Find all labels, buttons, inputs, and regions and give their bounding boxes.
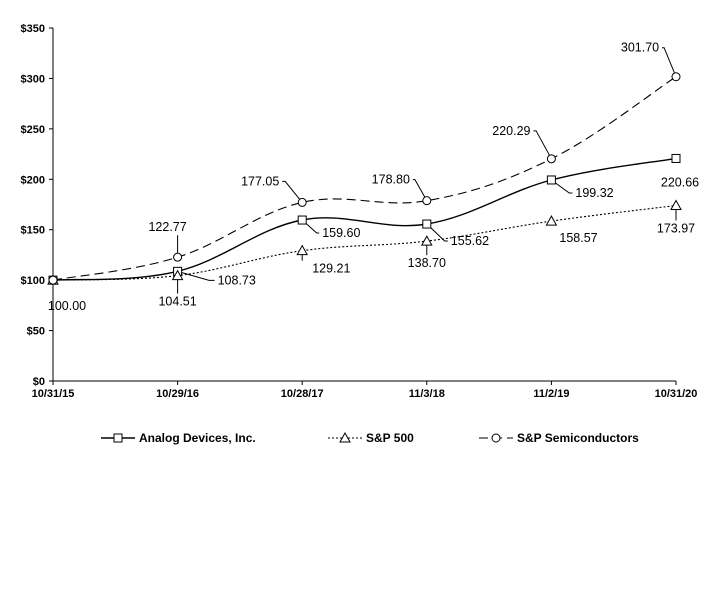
series-line-2 [52, 76, 677, 281]
data-label: 301.70 [621, 41, 659, 55]
data-label: 173.97 [657, 222, 695, 236]
data-point-marker [297, 215, 307, 225]
data-point-marker [671, 153, 681, 163]
x-tick-label: 10/28/17 [281, 388, 324, 400]
x-tick-label: 10/31/20 [655, 388, 698, 400]
y-tick-label: $50 [27, 326, 45, 338]
data-label: 220.66 [661, 175, 699, 189]
series-lines [52, 76, 677, 281]
label-leader-line [412, 179, 428, 201]
data-labels: 100.00 108.73 159.60 155.62 199.32 220.66 104.… [48, 41, 699, 313]
data-point-marker [297, 197, 307, 207]
y-tick-label: $100 [21, 275, 45, 287]
chart-legend: Analog Devices, Inc. S&P 500 S&P Semicondu… [101, 431, 639, 445]
y-tick-label: $350 [21, 23, 45, 35]
series-line-0 [52, 157, 677, 281]
label-leader-line [301, 219, 320, 234]
label-leader-line [662, 47, 677, 77]
data-point-marker [48, 275, 58, 285]
x-tick-label: 10/31/15 [32, 388, 75, 400]
y-tick-label: $300 [21, 73, 45, 85]
data-label: 177.05 [241, 174, 279, 188]
y-tick-label: $250 [21, 124, 45, 136]
data-label: 158.57 [559, 231, 597, 245]
data-point-marker [420, 235, 433, 246]
data-point-marker [546, 154, 556, 164]
label-leader-line [551, 179, 573, 194]
data-label: 129.21 [312, 262, 350, 276]
legend-label: S&P 500 [366, 431, 414, 445]
legend-label: Analog Devices, Inc. [139, 431, 256, 445]
data-label: 199.32 [575, 186, 613, 200]
x-tick-label: 10/29/16 [156, 388, 199, 400]
data-point-marker [422, 196, 432, 206]
data-label: 178.80 [372, 173, 410, 187]
y-tick-label: $0 [33, 376, 45, 388]
legend-label: S&P Semiconductors [517, 431, 639, 445]
data-point-marker [546, 175, 556, 185]
data-point-marker [545, 215, 558, 226]
series-line-1 [52, 204, 677, 281]
data-label: 138.70 [408, 256, 446, 270]
x-tick-label: 11/2/19 [533, 388, 569, 400]
data-label: 155.62 [451, 234, 489, 248]
data-point-marker [671, 72, 681, 82]
y-tick-label: $200 [21, 174, 45, 186]
data-point-marker [173, 252, 183, 262]
legend-marker [113, 433, 123, 443]
data-label: 159.60 [322, 226, 360, 240]
data-point-marker [296, 244, 309, 256]
data-label: 220.29 [492, 124, 530, 138]
data-label: 108.73 [218, 273, 256, 287]
x-tick-label: 11/3/18 [409, 388, 445, 400]
data-label: 104.51 [158, 295, 196, 309]
data-point-marker [670, 199, 682, 211]
legend-marker [339, 431, 351, 443]
data-point-marker [171, 269, 184, 281]
y-tick-label: $150 [21, 225, 45, 237]
label-leader-line [177, 270, 215, 281]
legend-marker [491, 433, 501, 443]
data-point-marker [422, 219, 432, 229]
label-leader-line [426, 223, 448, 242]
label-leader-line [533, 130, 552, 160]
label-leader-line [282, 180, 303, 203]
chart-axes: $0 $50 $100 $150 $200 $250 $300 $350 10/31/15 10/… [21, 23, 698, 400]
data-label: 122.77 [148, 220, 186, 234]
series-markers [47, 72, 682, 285]
data-label: 100.00 [48, 299, 86, 313]
